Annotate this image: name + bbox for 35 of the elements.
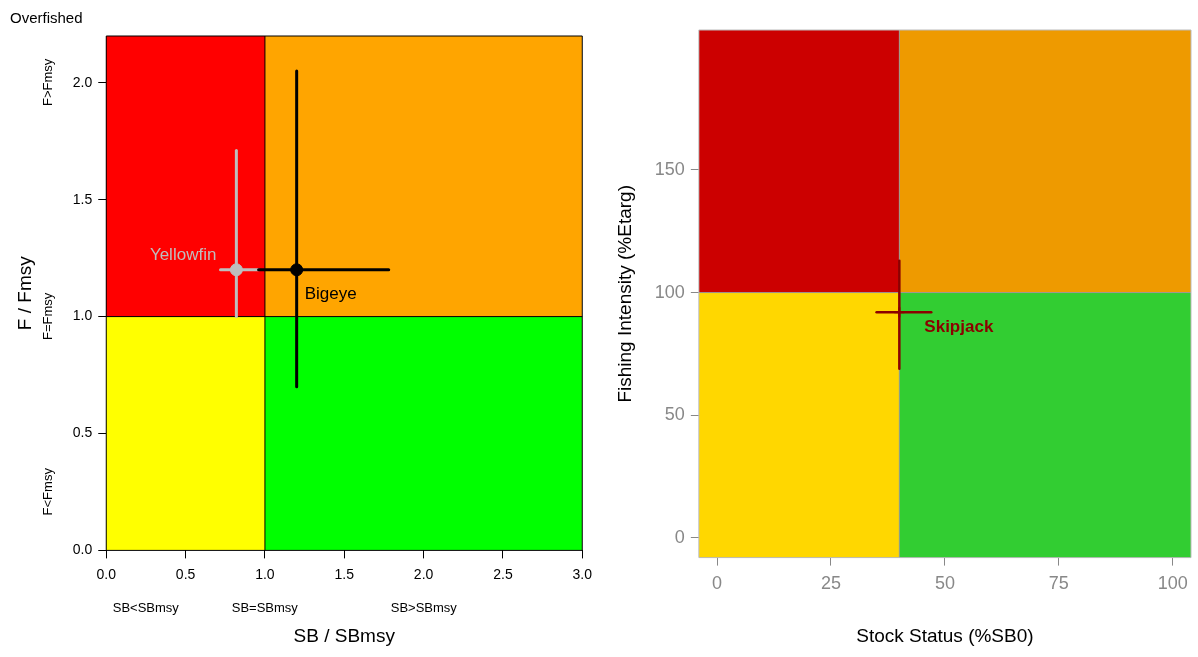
text: SB=SBmsy	[231, 599, 299, 615]
y-tick-label: 0.5	[72, 424, 93, 441]
x-tick-label: 3.0	[572, 565, 593, 582]
x-tick-label: 0.0	[96, 565, 117, 582]
chart-title: Overfished	[10, 9, 83, 27]
y-axis-title: Fishing Intensity (%Etarg)	[613, 185, 635, 403]
x-tick-label: 0.5	[175, 565, 196, 582]
x-tick-label: 2.0	[413, 565, 434, 582]
text: F>Fmsy	[39, 58, 55, 106]
y-axis-title: F / Fmsy	[13, 255, 35, 331]
series-label: Yellowfin	[149, 244, 217, 264]
x-tick-label: 50	[934, 573, 955, 594]
y-tick-label: 50	[664, 404, 685, 425]
text: SB>SBmsy	[390, 599, 458, 615]
text: F=Fmsy	[39, 292, 55, 340]
text: F<Fmsy	[39, 467, 55, 516]
x-tick-label: 75	[1048, 573, 1069, 594]
x-tick-label: 2.5	[493, 565, 513, 582]
y-tick-label: 100	[654, 281, 685, 302]
y-tick-label: 150	[654, 158, 685, 179]
x-tick-label: 1.0	[255, 565, 275, 582]
y-tick-label: 2.0	[72, 73, 93, 90]
x-tick-label: 1.5	[334, 565, 355, 582]
series-label: Bigeye	[304, 283, 357, 303]
x-tick-label: 100	[1157, 573, 1188, 594]
x-tick-label: 25	[820, 573, 841, 594]
x-axis-title: Stock Status (%SB0)	[856, 624, 1034, 646]
y-tick-label: 0.0	[72, 541, 93, 558]
series-label: Skipjack	[924, 316, 994, 336]
y-tick-label: 0	[674, 526, 685, 547]
text: SB<SBmsy	[112, 599, 180, 615]
x-axis-title: SB / SBmsy	[293, 624, 396, 646]
y-tick-label: 1.5	[72, 190, 93, 207]
x-tick-label: 0	[712, 573, 723, 594]
y-tick-label: 1.0	[72, 307, 93, 324]
